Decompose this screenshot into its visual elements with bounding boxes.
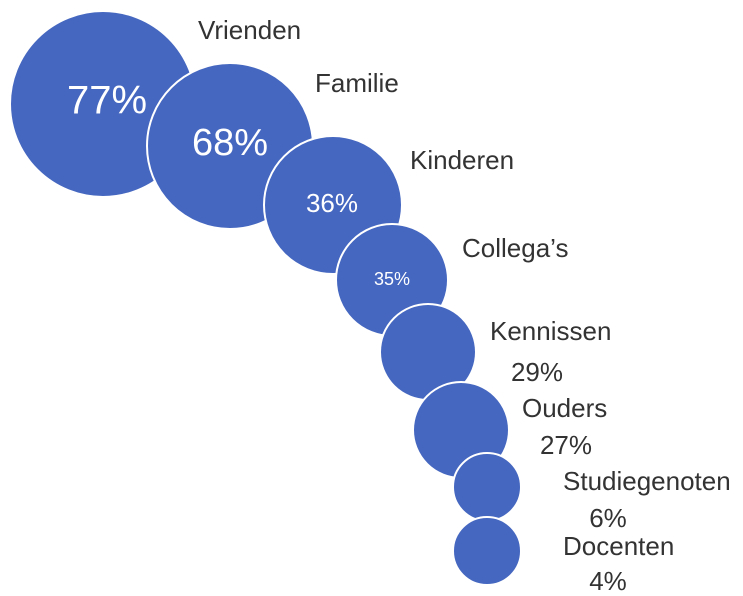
category-label: Ouders <box>522 393 607 423</box>
value-label: 68% <box>192 122 268 164</box>
value-label: 35% <box>374 269 410 289</box>
value-label: 27% <box>540 430 592 460</box>
category-label: Kennissen <box>490 316 611 346</box>
category-label: Familie <box>315 68 399 98</box>
category-label: Kinderen <box>410 145 514 175</box>
value-label: 77% <box>67 79 147 123</box>
bubble <box>452 452 522 522</box>
value-label: 36% <box>306 188 358 218</box>
value-label: 29% <box>511 357 563 387</box>
bubble <box>452 516 522 586</box>
value-label: 6% <box>589 503 627 533</box>
category-label: Vrienden <box>198 15 301 45</box>
category-label: Studiegenoten <box>563 466 731 496</box>
category-label: Docenten <box>563 531 674 561</box>
value-label: 4% <box>589 566 627 596</box>
category-label: Collega’s <box>462 233 568 263</box>
